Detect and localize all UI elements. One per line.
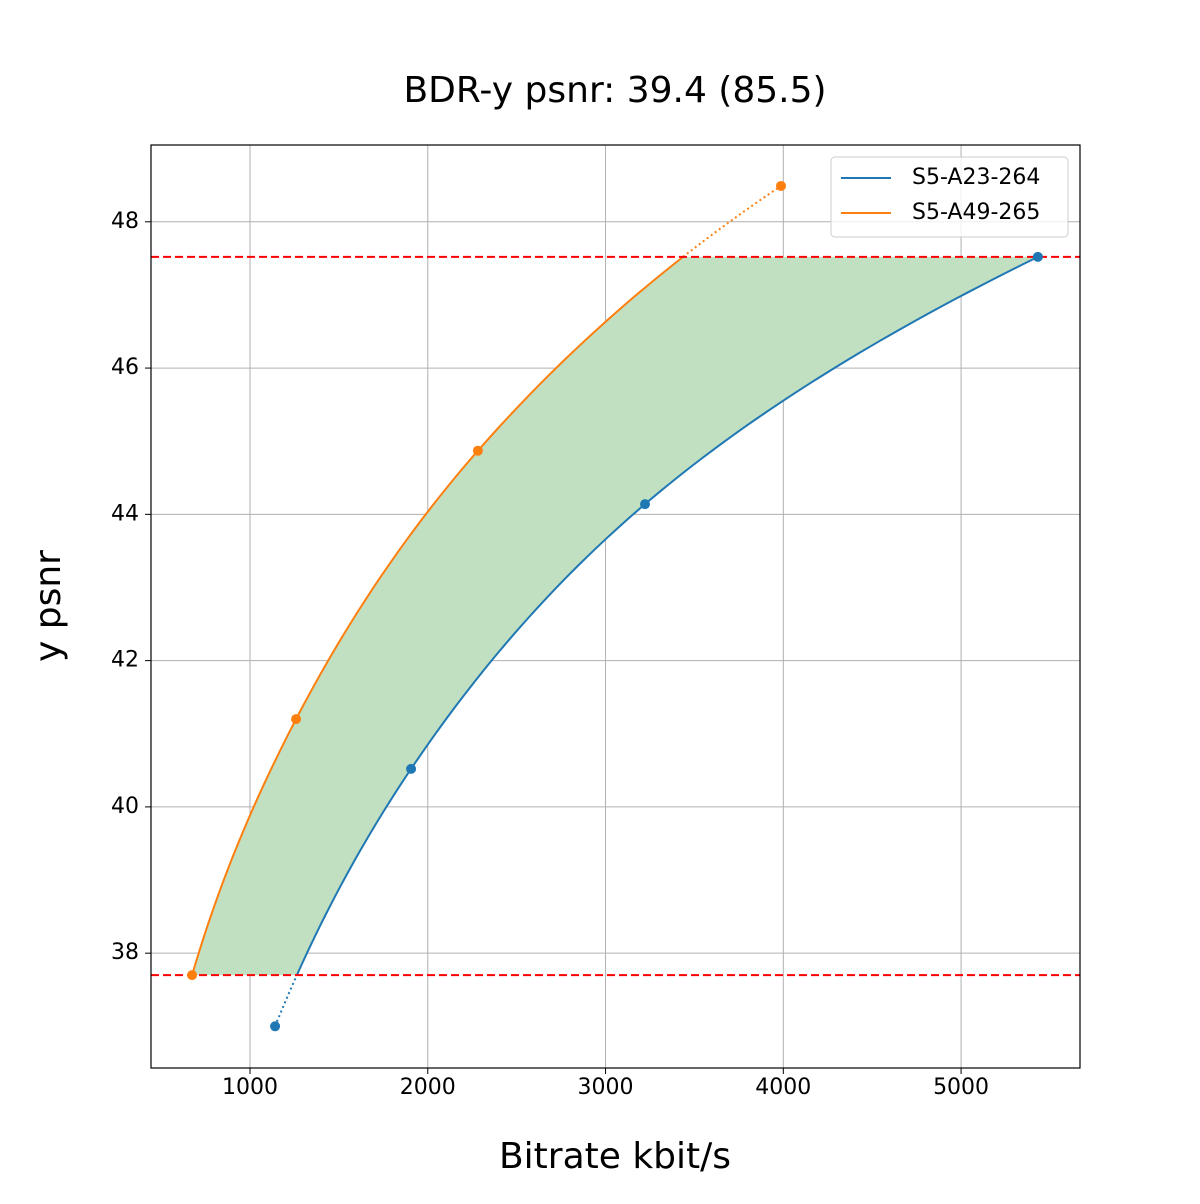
x-tick-label: 1000 bbox=[222, 1075, 278, 1100]
y-tick-label: 42 bbox=[111, 648, 139, 673]
y-tick-label: 46 bbox=[111, 355, 139, 380]
data-point bbox=[187, 970, 198, 981]
x-tick-label: 2000 bbox=[400, 1075, 456, 1100]
data-point bbox=[640, 499, 651, 510]
plot-area bbox=[151, 180, 1080, 1032]
data-point bbox=[472, 445, 483, 456]
y-tick-label: 38 bbox=[111, 940, 139, 965]
data-point bbox=[291, 714, 302, 725]
fit-curve bbox=[191, 256, 684, 976]
x-axis-label: Bitrate kbit/s bbox=[499, 1136, 731, 1177]
data-point bbox=[406, 763, 417, 774]
x-tick-label: 3000 bbox=[578, 1075, 634, 1100]
x-tick-label: 5000 bbox=[933, 1075, 989, 1100]
data-point bbox=[775, 180, 786, 191]
data-point bbox=[270, 1021, 281, 1032]
y-tick-label: 44 bbox=[111, 501, 139, 526]
legend-label: S5-A49-265 bbox=[912, 200, 1040, 225]
fit-curve-extrapolated bbox=[274, 974, 298, 1027]
bd-area bbox=[192, 256, 1038, 976]
y-tick-label: 48 bbox=[111, 209, 139, 234]
legend-label: S5-A23-264 bbox=[912, 165, 1040, 190]
fit-curve bbox=[295, 256, 1039, 976]
chart-title: BDR-y psnr: 39.4 (85.5) bbox=[403, 70, 826, 111]
y-axis-label: y psnr bbox=[28, 550, 69, 662]
data-point bbox=[1032, 251, 1043, 262]
y-tick-label: 40 bbox=[111, 794, 139, 819]
plot-frame bbox=[150, 144, 1081, 1069]
x-tick-label: 4000 bbox=[755, 1075, 811, 1100]
